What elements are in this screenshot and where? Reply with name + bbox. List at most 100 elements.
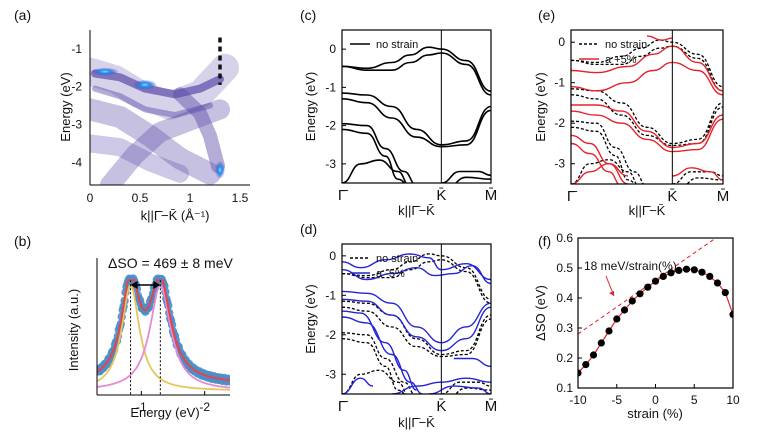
k-point-label: K̄ [436, 187, 446, 204]
data-point [729, 310, 733, 319]
band-line [571, 39, 723, 88]
x-axis-label: Energy (eV) [130, 405, 199, 420]
band-line [672, 167, 723, 181]
band-line [342, 98, 491, 148]
fit-peak-1 [97, 284, 230, 391]
arpes-band [92, 85, 213, 119]
fit-total [97, 279, 230, 382]
data-point [644, 283, 652, 291]
data-point [706, 272, 714, 280]
panel-label: (c) [300, 7, 316, 23]
panel-d: (d) 0 -1 -2 -3 Γ̄ K̄ M̄ k||Γ̄−K̄ Energy (eV) no st… [300, 221, 497, 430]
legend-label: no strain [376, 253, 418, 265]
band-line [342, 259, 491, 304]
band-line [441, 170, 491, 183]
band-plot [342, 46, 491, 183]
k-point-label: M̄ [485, 398, 498, 415]
band-line [342, 310, 417, 391]
y-tick-label: -1 [554, 76, 565, 90]
band-line [454, 176, 491, 183]
y-tick-label: 0.6 [556, 231, 573, 245]
data-point [628, 297, 636, 305]
legend-label: a -5% [376, 268, 405, 280]
band-line [571, 134, 629, 184]
scatter-plot [578, 238, 733, 377]
arpes-hotspot [215, 160, 225, 179]
band-line [571, 104, 723, 149]
band-line [571, 110, 723, 153]
k-point-label: K̄ [667, 188, 677, 205]
band-line [571, 120, 645, 184]
y-tick-label: -1 [71, 42, 82, 56]
x-tick-label: 5 [691, 393, 698, 407]
x-axis-label: strain (%) [627, 406, 683, 421]
y-axis-label: Intensity (a.u.) [66, 289, 81, 371]
band-line [342, 46, 491, 92]
arpes-band [100, 99, 230, 185]
fit-peak-2 [97, 284, 230, 389]
data-point [690, 266, 698, 274]
y-axis-label: Energy (eV) [303, 72, 318, 141]
band-line [342, 52, 491, 96]
band-line [342, 338, 405, 394]
y-tick-label: 0.3 [556, 321, 573, 335]
band-line [342, 159, 407, 183]
y-tick-label: -4 [71, 155, 82, 169]
y-tick-label: -3 [325, 157, 336, 171]
x-axis-label: k||Γ̄−K̄ [398, 415, 435, 430]
x-tick-label: 0 [652, 393, 659, 407]
arpes-background [90, 30, 250, 185]
y-tick-label: -1 [325, 80, 336, 94]
data-point [225, 377, 230, 386]
y-axis-label: Energy (eV) [303, 284, 318, 353]
band-line [571, 142, 620, 184]
plot-frame [341, 29, 492, 184]
x-axis-label: k||Γ̄−K̄ (Å⁻¹) [141, 208, 210, 223]
legend-label: no strain [605, 39, 647, 51]
band-line [453, 357, 491, 368]
data-point [636, 290, 644, 298]
y-tick-label: -3 [71, 118, 82, 132]
y-tick-label: -3 [554, 157, 565, 171]
data-point [667, 269, 675, 277]
data-point [597, 339, 605, 347]
y-tick-label: 0.2 [556, 351, 573, 365]
band-line [342, 290, 491, 344]
x-tick-label: 1.5 [232, 191, 249, 205]
band-line [571, 94, 723, 147]
arpes-map [90, 30, 250, 185]
y-tick-label: -3 [325, 367, 336, 381]
panel-c: (c) 0 -1 -2 -3 Γ̄ K̄ M̄ k||Γ̄−K̄ Energy (eV) no st… [300, 7, 497, 218]
panel-label-f: (f) [538, 233, 551, 249]
band-line [441, 381, 491, 394]
y-tick-label: -1 [325, 288, 336, 302]
y-axis-label: ΔSO (eV) [533, 285, 548, 341]
x-tick-label: 10 [726, 393, 740, 407]
y-tick-label: 0 [329, 249, 336, 263]
band-line [342, 300, 491, 356]
x-axis-label: k||Γ̄−K̄ [398, 203, 435, 218]
x-axis-label: k||Γ̄−K̄ [629, 203, 666, 218]
panel-label-a: (a) [14, 7, 31, 23]
arpes-band [91, 69, 224, 99]
split-arrow-head [153, 281, 161, 289]
data-point [713, 279, 722, 287]
slope-annotation: 18 meV/strain(%) [584, 259, 677, 273]
band-line [342, 128, 406, 183]
band-line [571, 126, 636, 184]
band-line [342, 369, 407, 394]
band-line [454, 387, 491, 394]
x-tick-label: -2 [199, 400, 210, 414]
band-line [342, 253, 491, 300]
k-point-label: K̄ [436, 398, 446, 415]
data-point [605, 327, 613, 335]
y-axis-label: Energy (eV) [58, 72, 73, 141]
panel-label: (d) [300, 221, 317, 237]
data-point [578, 369, 582, 377]
x-tick-label: -10 [569, 393, 587, 407]
band-line [342, 316, 423, 394]
k-point-label: Γ̄ [338, 398, 348, 415]
panel-label: (e) [538, 7, 555, 23]
